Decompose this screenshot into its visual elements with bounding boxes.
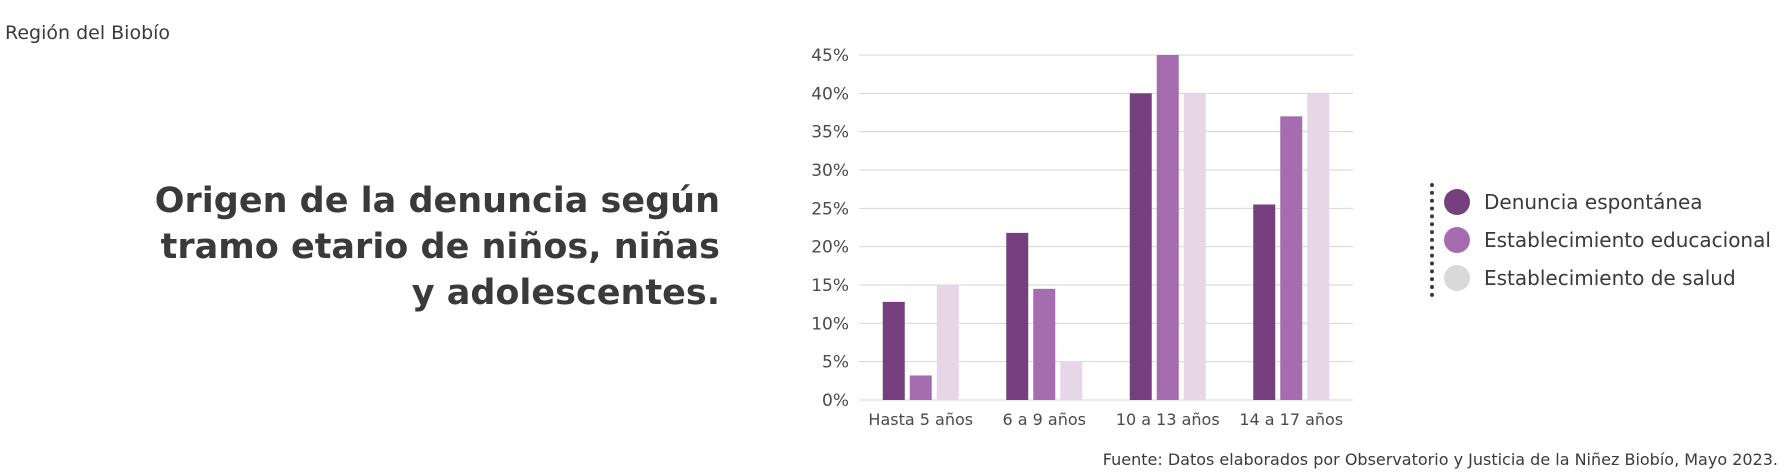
bar-chart: 0% 5% 10% 15% 20% 25% 30% 35% 40% 45% Hasta 5 años… (811, 46, 1353, 429)
y-tick-label: 35% (811, 123, 849, 143)
legend-label-denuncia-espontanea: Denuncia espontánea (1484, 190, 1703, 214)
bar (1033, 288, 1056, 400)
legend-item-establecimiento-educacional: Establecimiento educacional (1444, 221, 1771, 259)
bar (1307, 93, 1330, 401)
bar (882, 301, 905, 400)
y-tick-label: 5% (822, 353, 849, 373)
bar (1129, 93, 1152, 401)
bar (1006, 232, 1029, 400)
legend-item-establecimiento-salud: Establecimiento de salud (1444, 259, 1771, 297)
y-tick-label: 10% (811, 314, 849, 334)
bar (909, 375, 932, 400)
legend-label-establecimiento-salud: Establecimiento de salud (1484, 266, 1736, 290)
x-tick-label: 10 a 13 años (1116, 410, 1220, 429)
y-tick-label: 20% (811, 238, 849, 258)
y-tick-label: 40% (811, 84, 849, 104)
source-note: Fuente: Datos elaborados por Observatori… (1102, 450, 1778, 469)
bar (1253, 204, 1276, 400)
legend-swatch-establecimiento-educacional (1444, 227, 1470, 253)
y-tick-label: 0% (822, 391, 849, 411)
x-tick-label: Hasta 5 años (868, 410, 973, 429)
y-tick-label: 15% (811, 276, 849, 296)
legend-swatch-establecimiento-salud (1444, 265, 1470, 291)
bar (1156, 55, 1179, 400)
bar (1280, 116, 1303, 400)
y-tick-label: 45% (811, 46, 849, 66)
bar (1060, 361, 1083, 400)
y-tick-label: 25% (811, 199, 849, 219)
x-tick-label: 14 a 17 años (1239, 410, 1343, 429)
legend-label-establecimiento-educacional: Establecimiento educacional (1484, 228, 1771, 252)
legend: Denuncia espontánea Establecimiento educ… (1430, 183, 1771, 297)
x-tick-label: 6 a 9 años (1003, 410, 1087, 429)
legend-item-denuncia-espontanea: Denuncia espontánea (1444, 183, 1771, 221)
legend-swatch-denuncia-espontanea (1444, 189, 1470, 215)
bar (1183, 93, 1206, 401)
bar (936, 285, 959, 400)
region-label: Región del Biobío (5, 22, 171, 44)
chart-title: Origen de la denuncia según tramo etario… (154, 181, 720, 313)
y-tick-label: 30% (811, 161, 849, 181)
